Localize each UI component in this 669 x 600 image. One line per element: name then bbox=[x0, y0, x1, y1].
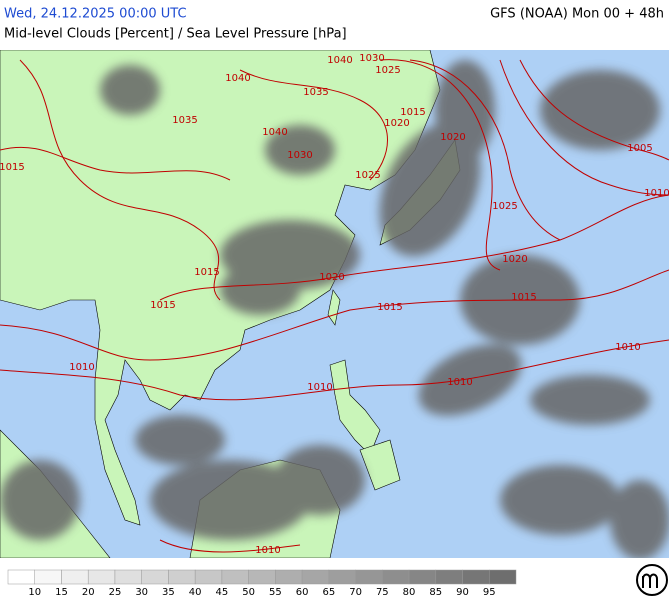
isobar-label: 1035 bbox=[172, 115, 197, 126]
isobar-label: 1015 bbox=[511, 292, 536, 303]
legend-box bbox=[355, 569, 383, 585]
legend-box bbox=[408, 569, 437, 585]
isobar-label: 1020 bbox=[502, 254, 527, 265]
legend-box bbox=[87, 569, 116, 585]
legend-box bbox=[328, 569, 356, 585]
isobar-label: 1025 bbox=[492, 201, 517, 212]
legend-tick-label: 95 bbox=[483, 587, 496, 598]
isobar-label: 1015 bbox=[150, 300, 175, 311]
legend-box bbox=[462, 569, 490, 585]
isobar-label: 1010 bbox=[255, 545, 280, 556]
map-title: Mid-level Clouds [Percent] / Sea Level P… bbox=[4, 27, 347, 42]
legend-tick-label: 90 bbox=[456, 587, 469, 598]
legend-box bbox=[194, 569, 223, 585]
legend-box bbox=[221, 569, 249, 585]
legend-tick-label: 50 bbox=[242, 587, 255, 598]
isobar-label: 1040 bbox=[225, 73, 250, 84]
legend-box bbox=[34, 569, 62, 585]
mindanao bbox=[359, 439, 401, 491]
isobar-label: 1015 bbox=[0, 162, 25, 173]
legend-tick-label: 15 bbox=[55, 587, 68, 598]
isobar-label: 1015 bbox=[377, 302, 402, 313]
legend-box bbox=[61, 569, 89, 585]
isobar-label: 1015 bbox=[400, 107, 425, 118]
isobar-label: 1030 bbox=[287, 150, 312, 161]
isobar-label: 1010 bbox=[447, 377, 472, 388]
isobar-label: 1035 bbox=[303, 87, 328, 98]
legend-tick-label: 20 bbox=[82, 587, 95, 598]
valid-time: Wed, 24.12.2025 00:00 UTC bbox=[4, 7, 187, 22]
isobar-label: 1020 bbox=[440, 132, 465, 143]
clouds bbox=[0, 60, 669, 558]
legend-tick-label: 70 bbox=[349, 587, 362, 598]
logo bbox=[636, 564, 668, 596]
legend-tick-label: 40 bbox=[189, 587, 202, 598]
isobar-label: 1025 bbox=[375, 65, 400, 76]
legend-box bbox=[435, 569, 463, 585]
legend-box bbox=[114, 569, 142, 585]
isobar-label: 1005 bbox=[627, 143, 652, 154]
isobar-label: 1040 bbox=[327, 55, 352, 66]
model-run: GFS (NOAA) Mon 00 + 48h bbox=[490, 7, 664, 22]
legend-tick-label: 75 bbox=[376, 587, 389, 598]
legend: 10 15 20 25 30 35 40 45 50 55 60 65 70 75 80 85 90 95 bbox=[7, 569, 517, 598]
legend-tick-label: 80 bbox=[403, 587, 416, 598]
legend-box bbox=[301, 569, 330, 585]
map bbox=[0, 50, 669, 558]
legend-tick-label: 55 bbox=[269, 587, 282, 598]
isobar-label: 1010 bbox=[615, 342, 640, 353]
legend-tick-label: 10 bbox=[28, 587, 41, 598]
isobar-label: 1030 bbox=[359, 53, 384, 64]
isobars bbox=[0, 59, 669, 553]
mainland bbox=[0, 50, 441, 526]
legend-box bbox=[168, 569, 196, 585]
legend-box bbox=[382, 569, 410, 585]
legend-tick-label: 85 bbox=[429, 587, 442, 598]
legend-box bbox=[141, 569, 169, 585]
legend-tick-label: 60 bbox=[296, 587, 309, 598]
isobar-label: 1040 bbox=[262, 127, 287, 138]
isobar-label: 1010 bbox=[644, 188, 669, 199]
isobar-labels: 1040 103010251040103510351040103010201015… bbox=[0, 53, 669, 556]
isobar-label: 1015 bbox=[194, 267, 219, 278]
isobar-label: 1010 bbox=[307, 382, 332, 393]
legend-tick-label: 65 bbox=[322, 587, 335, 598]
logo-circle bbox=[636, 564, 668, 596]
isobar-label: 1010 bbox=[69, 362, 94, 373]
isobar-label: 1020 bbox=[319, 272, 344, 283]
legend-box bbox=[248, 569, 276, 585]
philippines bbox=[329, 359, 381, 456]
legend-tick-label: 45 bbox=[216, 587, 229, 598]
legend-box bbox=[489, 569, 517, 585]
legend-tick-label: 35 bbox=[162, 587, 175, 598]
legend-box bbox=[7, 569, 35, 585]
logo-glyph bbox=[642, 573, 658, 588]
isobar-label: 1025 bbox=[355, 170, 380, 181]
isobar-label: 1020 bbox=[384, 118, 409, 129]
legend-tick-label: 25 bbox=[109, 587, 122, 598]
legend-box bbox=[275, 569, 303, 585]
legend-tick-label: 30 bbox=[135, 587, 148, 598]
